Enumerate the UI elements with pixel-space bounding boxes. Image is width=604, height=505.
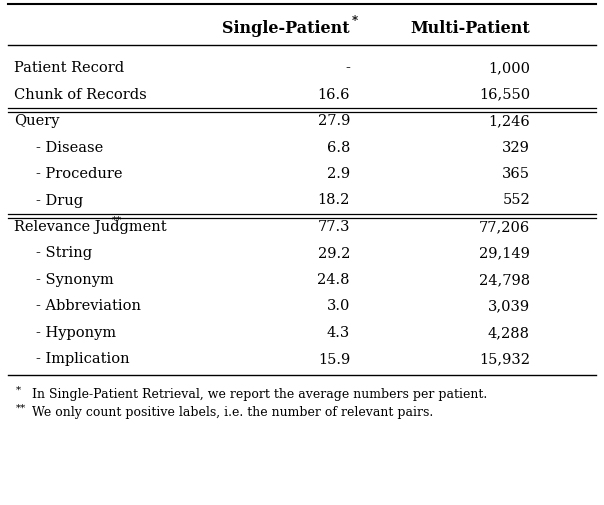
Text: - Abbreviation: - Abbreviation	[36, 299, 141, 313]
Text: We only count positive labels, i.e. the number of relevant pairs.: We only count positive labels, i.e. the …	[32, 405, 433, 418]
Text: 18.2: 18.2	[318, 193, 350, 207]
Text: 6.8: 6.8	[327, 140, 350, 154]
Text: **: **	[16, 403, 26, 412]
Text: 3.0: 3.0	[327, 299, 350, 313]
Text: 4.3: 4.3	[327, 325, 350, 339]
Text: 365: 365	[502, 167, 530, 181]
Text: 1,246: 1,246	[488, 114, 530, 128]
Text: 15.9: 15.9	[318, 352, 350, 366]
Text: - Drug: - Drug	[36, 193, 83, 207]
Text: 1,000: 1,000	[488, 61, 530, 75]
Text: Multi-Patient: Multi-Patient	[410, 20, 530, 36]
Text: 3,039: 3,039	[488, 299, 530, 313]
Text: - String: - String	[36, 246, 92, 260]
Text: 16,550: 16,550	[479, 87, 530, 102]
Text: - Synonym: - Synonym	[36, 273, 114, 286]
Text: - Disease: - Disease	[36, 140, 103, 154]
Text: 24,798: 24,798	[479, 273, 530, 286]
Text: 16.6: 16.6	[318, 87, 350, 102]
Text: 77,206: 77,206	[479, 220, 530, 233]
Text: 2.9: 2.9	[327, 167, 350, 181]
Text: Single-Patient: Single-Patient	[222, 20, 350, 36]
Text: 29,149: 29,149	[479, 246, 530, 260]
Text: 27.9: 27.9	[318, 114, 350, 128]
Text: In Single-Patient Retrieval, we report the average numbers per patient.: In Single-Patient Retrieval, we report t…	[32, 387, 487, 400]
Text: 4,288: 4,288	[488, 325, 530, 339]
Text: Query: Query	[14, 114, 60, 128]
Text: 24.8: 24.8	[318, 273, 350, 286]
Text: Relevance Judgment: Relevance Judgment	[14, 220, 167, 233]
Text: Chunk of Records: Chunk of Records	[14, 87, 147, 102]
Text: - Procedure: - Procedure	[36, 167, 123, 181]
Text: 29.2: 29.2	[318, 246, 350, 260]
Text: -: -	[345, 61, 350, 75]
Text: - Implication: - Implication	[36, 352, 130, 366]
Text: *: *	[16, 385, 21, 394]
Text: **: **	[112, 215, 123, 224]
Text: Patient Record: Patient Record	[14, 61, 124, 75]
Text: - Hyponym: - Hyponym	[36, 325, 116, 339]
Text: 15,932: 15,932	[479, 352, 530, 366]
Text: 329: 329	[502, 140, 530, 154]
Text: 77.3: 77.3	[318, 220, 350, 233]
Text: *: *	[352, 15, 358, 27]
Text: 552: 552	[503, 193, 530, 207]
